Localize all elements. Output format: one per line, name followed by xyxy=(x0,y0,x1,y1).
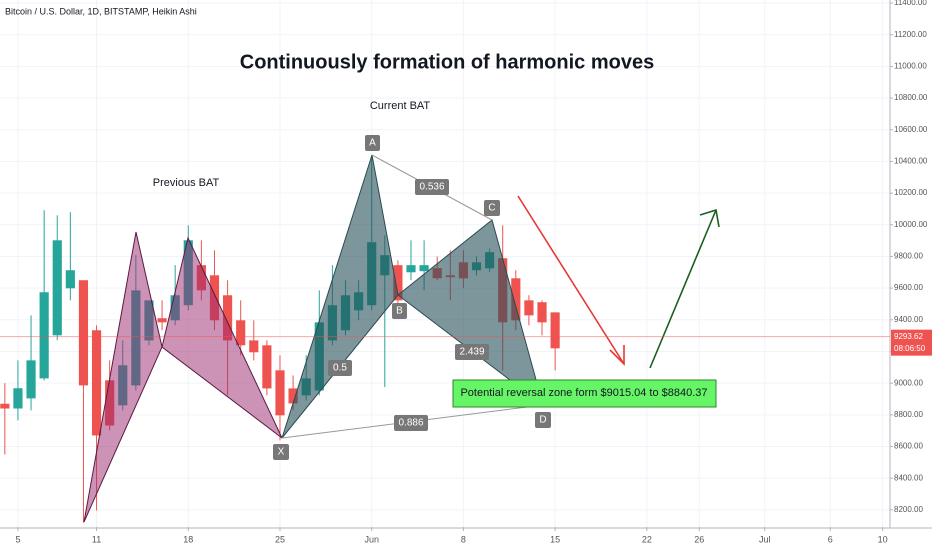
candle-body xyxy=(236,320,246,346)
x-tick-label: Jun xyxy=(364,534,379,544)
candle-body xyxy=(406,265,416,273)
y-tick-label: 8800.00 xyxy=(894,410,923,419)
y-tick-label: 11400.00 xyxy=(894,0,927,7)
candle-body xyxy=(0,403,10,409)
previous-bat-xab xyxy=(83,231,163,523)
y-tick-label: 9800.00 xyxy=(894,252,923,261)
candle-body xyxy=(13,388,23,409)
y-tick-label: 8600.00 xyxy=(894,442,923,451)
label-box xyxy=(394,415,428,431)
candle-body xyxy=(65,270,75,289)
countdown-label: 08:06:50 xyxy=(894,344,926,353)
annotation: Previous BAT xyxy=(153,177,220,189)
last-price-box xyxy=(891,329,932,356)
ratio-label: 0.886 xyxy=(398,418,423,429)
reversal-zone-text: Potential reversal zone form $9015.04 to… xyxy=(460,387,707,399)
point-label: D xyxy=(539,415,546,426)
annotation: Current BAT xyxy=(370,100,431,112)
candle-body xyxy=(78,280,89,386)
candle-body xyxy=(222,295,233,341)
candle-body xyxy=(249,340,259,353)
candle-body xyxy=(91,330,102,436)
x-tick-label: 8 xyxy=(461,534,466,544)
point-label: A xyxy=(369,138,376,149)
y-tick-label: 10000.00 xyxy=(894,220,928,229)
ratio-label: 2.439 xyxy=(459,347,484,358)
candle-body xyxy=(550,312,560,349)
y-tick-label: 8200.00 xyxy=(894,505,923,514)
x-tick-label: Jul xyxy=(759,534,771,544)
previous-bat-bcd xyxy=(161,236,283,439)
label-box xyxy=(365,135,380,151)
up-arrow xyxy=(649,209,717,369)
candle-body xyxy=(511,278,521,321)
candle-body xyxy=(288,388,298,404)
candle-body xyxy=(537,302,547,323)
chart-title: Continuously formation of harmonic moves xyxy=(240,51,654,73)
y-tick-label: 10200.00 xyxy=(894,188,928,197)
point-label: X xyxy=(278,447,285,458)
x-tick-label: 10 xyxy=(878,534,888,544)
x-tick-label: 15 xyxy=(550,534,560,544)
x-tick-label: 18 xyxy=(183,534,193,544)
down-arrow-head xyxy=(609,345,625,366)
label-box xyxy=(455,344,489,360)
ratio-label: 0.5 xyxy=(333,363,347,374)
y-tick-label: 11000.00 xyxy=(894,61,927,70)
y-tick-label: 8400.00 xyxy=(894,473,923,482)
y-tick-label: 9600.00 xyxy=(894,283,923,292)
candle-body xyxy=(262,345,272,389)
y-tick-label: 9400.00 xyxy=(894,315,923,324)
candle-body xyxy=(39,292,49,379)
ratio-label: 0.536 xyxy=(419,182,444,193)
label-box xyxy=(273,444,289,460)
x-tick-label: 26 xyxy=(694,534,704,544)
x-tick-label: 5 xyxy=(15,534,20,544)
up-arrow-head xyxy=(699,208,720,228)
candle-body xyxy=(419,265,429,272)
down-arrow xyxy=(517,195,625,365)
x-tick-label: 25 xyxy=(275,534,285,544)
candle-body xyxy=(157,318,167,323)
label-box xyxy=(392,303,407,319)
candle-body xyxy=(52,240,62,336)
reversal-zone-box xyxy=(452,379,717,408)
candle-body xyxy=(26,360,36,399)
last-price-label: 9293.62 xyxy=(894,332,923,341)
y-tick-label: 9000.00 xyxy=(894,378,923,387)
label-box xyxy=(535,412,551,428)
label-box xyxy=(328,360,352,376)
y-tick-label: 10600.00 xyxy=(894,125,928,134)
candle-body xyxy=(393,265,403,301)
y-tick-label: 10800.00 xyxy=(894,93,928,102)
point-label: C xyxy=(488,203,495,214)
candle-body xyxy=(524,300,534,316)
symbol-info: Bitcoin / U.S. Dollar, 1D, BITSTAMP, Hei… xyxy=(5,6,197,16)
x-tick-label: 11 xyxy=(92,534,101,544)
x-tick-label: 22 xyxy=(642,534,652,544)
label-box xyxy=(484,200,500,216)
y-tick-label: 10400.00 xyxy=(894,157,928,166)
label-box xyxy=(415,179,449,195)
point-label: B xyxy=(396,306,403,317)
candle-body xyxy=(275,370,285,416)
x-tick-label: 6 xyxy=(828,534,833,544)
y-tick-label: 11200.00 xyxy=(894,30,927,39)
